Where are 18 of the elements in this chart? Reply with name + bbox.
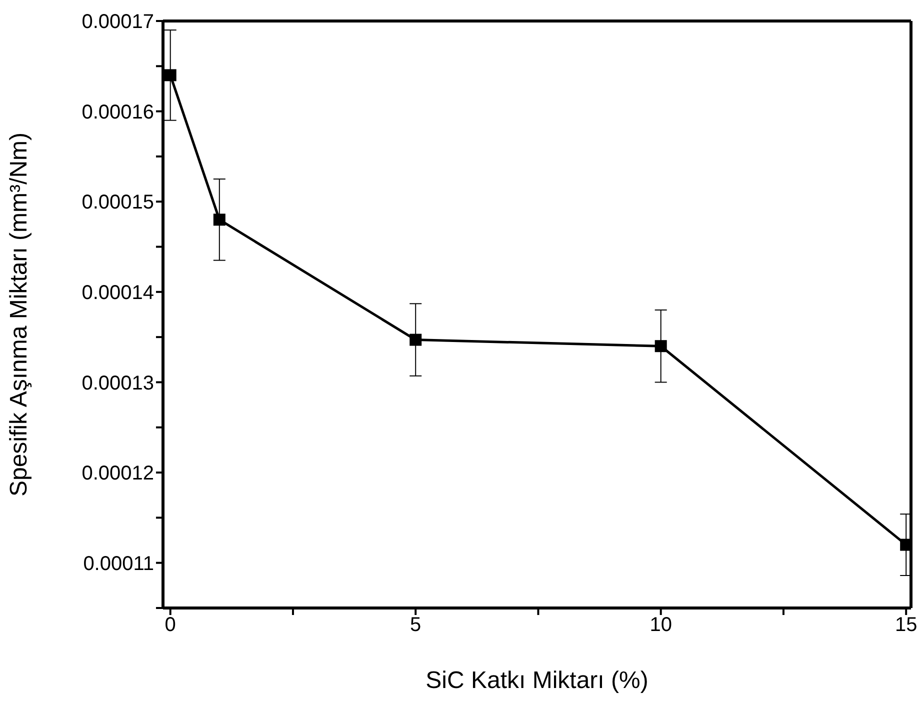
point: [900, 538, 911, 551]
x-tick-label: 0: [164, 614, 176, 636]
y-tick-label: 0.00013: [82, 372, 154, 394]
point: [213, 214, 226, 226]
point: [410, 334, 422, 346]
y-tick-label: 0.00011: [83, 552, 154, 575]
y-tick-label: 0.00014: [82, 282, 154, 304]
x-tick-label: 15: [894, 614, 918, 636]
y-axis-title: Spesifik Aşınma Miktarı (mm³/Nm): [6, 132, 33, 497]
y-tick-label: 0.00012: [82, 462, 154, 485]
y-tick-label: 0.00016: [82, 101, 154, 124]
x-tick-label: 10: [650, 614, 672, 636]
x-axis-title: SiC Katkı Miktarı (%): [426, 667, 648, 694]
point: [654, 340, 667, 352]
point: [164, 69, 176, 82]
y-tick-label: 0.00015: [82, 192, 154, 214]
y-tick-label: 0.00017: [82, 11, 154, 34]
x-tick-label: 5: [410, 614, 422, 636]
